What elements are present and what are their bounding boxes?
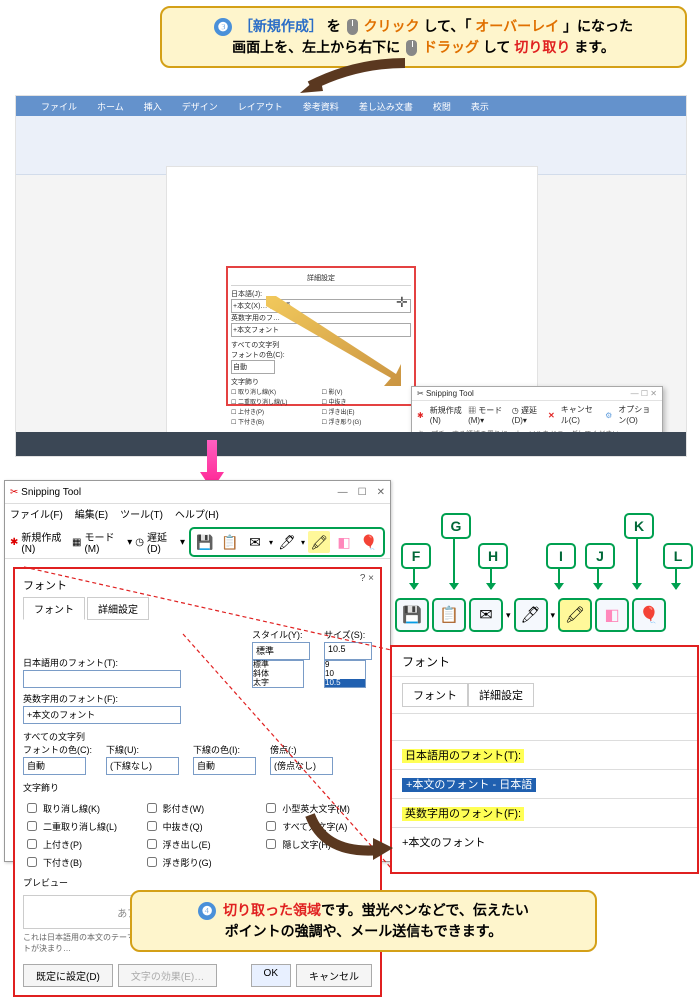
- eraser-icon[interactable]: ◧: [333, 531, 355, 553]
- detail-tabs[interactable]: フォント 詳細設定: [402, 683, 687, 707]
- font-tabs[interactable]: フォント 詳細設定: [23, 597, 372, 620]
- dialog-close[interactable]: ? ×: [360, 573, 374, 584]
- new-button[interactable]: 新規作成(N): [21, 529, 69, 555]
- label-l: L: [663, 543, 693, 569]
- snip-popup-title: ✂ Snipping Tool — ☐ ✕: [412, 387, 662, 401]
- window-buttons[interactable]: — ☐ ✕: [338, 487, 385, 498]
- tool-mail[interactable]: ✉: [469, 598, 503, 632]
- snip-titlebar: ✂ Snipping Tool —☐✕: [5, 481, 390, 504]
- maximize-icon: ☐: [358, 487, 367, 498]
- tab-detail: 詳細設定: [87, 597, 149, 620]
- toolbar-enlarged: 💾 📋 ✉ ▾ 🖊 ▾ 🖍 ◧ 🎈: [395, 598, 666, 632]
- style-input[interactable]: 標準: [252, 642, 310, 660]
- word-font-dialog: 詳細設定 日本語(J): +本文(X)… 日本語 英数字用のフ… +本文フォント…: [226, 266, 416, 406]
- tab-font-circled: フォント: [402, 683, 468, 707]
- dialog-title: フォント: [23, 577, 372, 593]
- ok-button[interactable]: OK: [251, 964, 291, 987]
- detail-header: フォント: [392, 647, 697, 677]
- toolbar-highlight: 💾 📋 ✉ ▾ 🖊 ▾ 🖍 ◧ 🎈: [189, 527, 385, 557]
- close-icon: ✕: [377, 487, 385, 498]
- size-input[interactable]: 10.5: [324, 642, 372, 660]
- mail-icon[interactable]: ✉: [244, 531, 266, 553]
- checkbox-grid[interactable]: 取り消し線(K) 影付き(W) 小型英大文字(M) 二重取り消し線(L) 中抜き…: [23, 800, 372, 870]
- mouse-icon: [406, 40, 417, 56]
- label-k: K: [624, 513, 654, 539]
- balloon-icon[interactable]: 🎈: [358, 531, 380, 553]
- taskbar: [16, 432, 686, 456]
- label-f: F: [401, 543, 431, 569]
- jp-label-hl: 日本語用のフォント(T):: [402, 749, 524, 763]
- snipping-tool-window: ✂ Snipping Tool —☐✕ ファイル(F)編集(E) ツール(T)ヘ…: [4, 480, 391, 862]
- tab-font: フォント: [23, 597, 85, 620]
- crosshair-icon: ✛: [396, 294, 408, 311]
- jp-val-sel: +本文のフォント - 日本語: [402, 778, 536, 792]
- cancel-button[interactable]: キャンセル: [296, 964, 372, 987]
- label-i: I: [546, 543, 576, 569]
- en-val: +本文のフォント: [402, 837, 485, 849]
- step-num-3: ❸: [214, 18, 232, 36]
- snip-toolbar: ✱新規作成(N) ▦モード(M)▾ ◷遅延(D)▾ 💾 📋 ✉ ▾ 🖊 ▾ 🖍 …: [5, 526, 390, 559]
- menubar[interactable]: ファイル(F)編集(E) ツール(T)ヘルプ(H): [5, 504, 390, 526]
- label-h: H: [478, 543, 508, 569]
- pen-icon[interactable]: 🖊: [276, 531, 298, 553]
- highlighter-icon[interactable]: 🖍: [308, 531, 330, 553]
- tool-copy[interactable]: 📋: [432, 598, 466, 632]
- callout-step4: ❹ 切り取った領域です。蛍光ペンなどで、伝えたい ポイントの強調や、メール送信も…: [130, 890, 597, 952]
- new-btn[interactable]: 新規作成(N): [430, 405, 462, 425]
- copy-icon[interactable]: 📋: [219, 531, 241, 553]
- save-icon[interactable]: 💾: [194, 531, 216, 553]
- callout-step3: ❸ ［新規作成］ を クリック して、「 オーバーレイ 」になった 画面上を、左…: [160, 6, 687, 68]
- en-label-hl: 英数字用のフォント(F):: [402, 807, 524, 821]
- word-tabs: ファイルホーム挿入 デザインレイアウト参考資料 差し込み文書校閲表示: [16, 96, 686, 116]
- label-g: G: [441, 513, 471, 539]
- mouse-icon: [347, 19, 358, 35]
- bracket-new: ［新規作成］: [239, 18, 323, 34]
- tool-eraser[interactable]: ◧: [595, 598, 629, 632]
- jp-font-input[interactable]: +本文のフォント - 日本語: [23, 670, 181, 688]
- minimize-icon: —: [338, 487, 348, 498]
- word-screenshot: ファイルホーム挿入 デザインレイアウト参考資料 差し込み文書校閲表示 詳細設定 …: [15, 95, 687, 457]
- tool-pen[interactable]: 🖊: [514, 598, 548, 632]
- step-num-4: ❹: [198, 902, 216, 920]
- detail-panel: フォント フォント 詳細設定 日本語用のフォント(T): +本文のフォント - …: [390, 645, 699, 874]
- tool-save[interactable]: 💾: [395, 598, 429, 632]
- effects-button[interactable]: 文字の効果(E)…: [118, 964, 217, 987]
- tool-highlighter[interactable]: 🖍: [558, 598, 592, 632]
- default-button[interactable]: 既定に設定(D): [23, 964, 113, 987]
- tool-balloon[interactable]: 🎈: [632, 598, 666, 632]
- label-j: J: [585, 543, 615, 569]
- en-font-input[interactable]: +本文のフォント: [23, 706, 181, 724]
